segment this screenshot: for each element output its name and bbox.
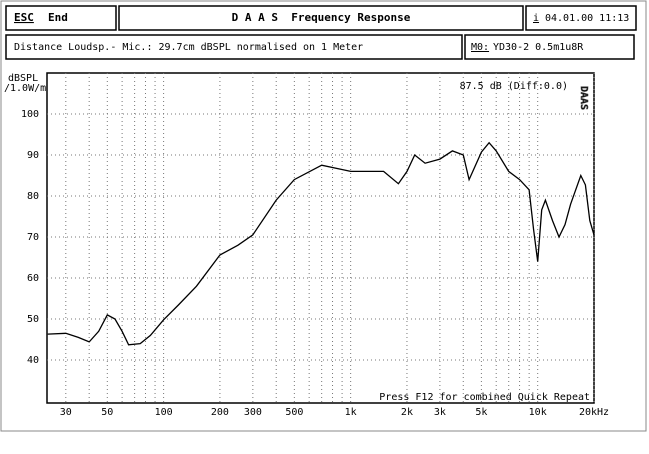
footer-hint: Press F12 for combined Quick Repeat: [379, 392, 590, 403]
x-tick-label: 100: [155, 407, 173, 418]
info-key[interactable]: i: [533, 13, 539, 24]
y-tick-label: 90: [27, 150, 39, 161]
y-tick-label: 70: [27, 232, 39, 243]
esc-box[interactable]: [5, 5, 117, 31]
datetime: 04.01.00 11:13: [545, 13, 629, 24]
date-box: [525, 5, 637, 31]
plot: 40 50 60 70 80 90 100 30 50 100 200 300 500 1k 2k 3k 5k 1…: [4, 72, 609, 418]
y-tick-label: 50: [27, 314, 39, 325]
y-tick-label: 60: [27, 273, 39, 284]
description: Distance Loudsp.- Mic.: 29.7cm dBSPL nor…: [14, 42, 363, 53]
annotation: 87.5 dB (Diff:0.0): [460, 81, 568, 92]
end-label[interactable]: End: [48, 11, 68, 24]
model-box: [464, 34, 635, 60]
response-curve: [47, 141, 595, 346]
x-tick-label: 3k: [434, 407, 446, 418]
x-tick-label: 1k: [345, 407, 357, 418]
x-tick-label: 10k: [529, 407, 547, 418]
y-axis-label: dBSPL: [8, 73, 38, 84]
y-tick-label: 40: [27, 355, 39, 366]
title: D A A S Frequency Response: [232, 11, 411, 24]
y-axis-label-unit: /1.0W/m: [4, 83, 46, 94]
watermark: DAAS: [578, 86, 589, 110]
x-tick-label: 500: [285, 407, 303, 418]
x-tick-label: 2k: [401, 407, 413, 418]
model-key[interactable]: M0:: [471, 42, 489, 53]
description-box: [5, 34, 463, 60]
x-tick-label: 50: [101, 407, 113, 418]
x-tick-label: 20kHz: [579, 407, 609, 418]
x-tick-label: 5k: [475, 407, 487, 418]
x-tick-label: 200: [211, 407, 229, 418]
x-tick-label: 300: [244, 407, 262, 418]
title-box: [118, 5, 524, 31]
y-tick-label: 80: [27, 191, 39, 202]
model: YD30-2 0.5m1u8R: [493, 42, 584, 53]
esc-key[interactable]: ESC: [14, 11, 34, 24]
y-tick-label: 100: [21, 109, 39, 120]
x-tick-label: 30: [60, 407, 72, 418]
plot-area: [46, 72, 595, 404]
